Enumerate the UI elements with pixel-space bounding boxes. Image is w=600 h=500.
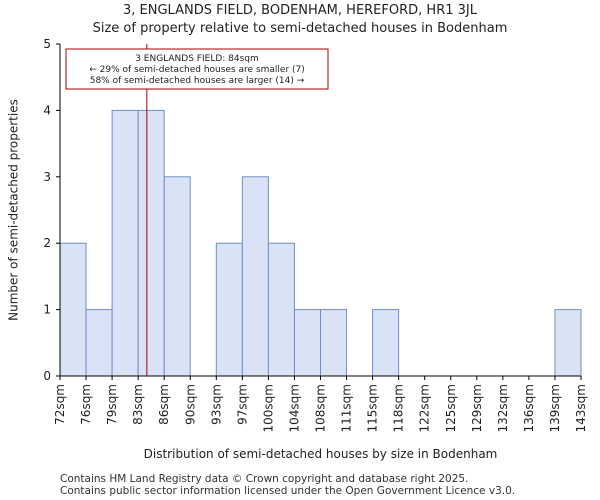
- x-tick-label: 86sqm: [157, 384, 171, 425]
- x-tick-label: 93sqm: [209, 384, 223, 425]
- x-tick-label: 76sqm: [79, 384, 93, 425]
- chart-title: 3, ENGLANDS FIELD, BODENHAM, HEREFORD, H…: [123, 3, 477, 18]
- x-tick-label: 125sqm: [444, 384, 458, 432]
- histogram-chart: 0 1 2 3 4 5 72sqm 76sqm 79sqm 83sqm 86sqm 90sqm 93sq…: [7, 37, 589, 461]
- y-tick-label: 0: [43, 369, 51, 383]
- y-tick-label: 5: [43, 37, 51, 51]
- bar-108sqm: [320, 309, 348, 377]
- annotation-line-3: 58% of semi-detached houses are larger (…: [90, 76, 305, 86]
- y-tick-label: 1: [43, 303, 51, 317]
- footer-line-1: Contains HM Land Registry data © Crown c…: [60, 473, 469, 485]
- bar-139sqm: [554, 309, 582, 377]
- bar-83sqm: [137, 109, 165, 377]
- bar-79sqm: [111, 109, 139, 377]
- x-tick-label: 83sqm: [131, 384, 145, 425]
- bar-76sqm: [85, 309, 113, 377]
- x-tick-label: 97sqm: [235, 384, 249, 425]
- x-tick-label: 122sqm: [418, 384, 432, 432]
- bar-104sqm: [293, 309, 322, 377]
- x-tick-label: 108sqm: [314, 384, 328, 432]
- bars-group: [59, 109, 582, 377]
- x-tick-label: 90sqm: [183, 384, 197, 425]
- bar-97sqm: [241, 176, 269, 377]
- bar-100sqm: [267, 242, 295, 377]
- annotation-line-1: 3 ENGLANDS FIELD: 84sqm: [135, 54, 259, 64]
- bar-115sqm: [372, 309, 400, 377]
- x-axis-label: Distribution of semi-detached houses by …: [144, 447, 498, 461]
- x-tick-label: 143sqm: [574, 384, 588, 432]
- footer-line-2: Contains public sector information licen…: [60, 485, 516, 497]
- x-tick-label: 139sqm: [548, 384, 562, 432]
- axes-group: 0 1 2 3 4 5 72sqm 76sqm 79sqm 83sqm 86sqm 90sqm 93sq…: [43, 37, 588, 432]
- x-tick-label: 111sqm: [340, 384, 354, 432]
- chart-subtitle: Size of property relative to semi-detach…: [92, 21, 508, 36]
- x-tick-label: 132sqm: [496, 384, 510, 432]
- x-tick-label: 104sqm: [287, 384, 301, 432]
- annotation-line-2: ← 29% of semi-detached houses are smalle…: [89, 65, 305, 75]
- y-tick-label: 2: [43, 236, 51, 250]
- x-tick-label: 118sqm: [392, 384, 406, 432]
- x-tick-label: 129sqm: [470, 384, 484, 432]
- x-tick-label: 79sqm: [105, 384, 119, 425]
- x-tick-label: 115sqm: [366, 384, 380, 432]
- y-tick-label: 3: [43, 170, 51, 184]
- y-axis-label: Number of semi-detached properties: [7, 99, 21, 321]
- x-tick-label: 100sqm: [261, 384, 275, 432]
- x-tick-label: 136sqm: [522, 384, 536, 432]
- x-tick-label: 72sqm: [53, 384, 67, 425]
- y-tick-label: 4: [43, 103, 51, 117]
- bar-93sqm: [215, 242, 243, 377]
- annotation-box: [65, 48, 329, 90]
- bar-86sqm: [163, 176, 191, 377]
- bar-72sqm: [59, 242, 87, 377]
